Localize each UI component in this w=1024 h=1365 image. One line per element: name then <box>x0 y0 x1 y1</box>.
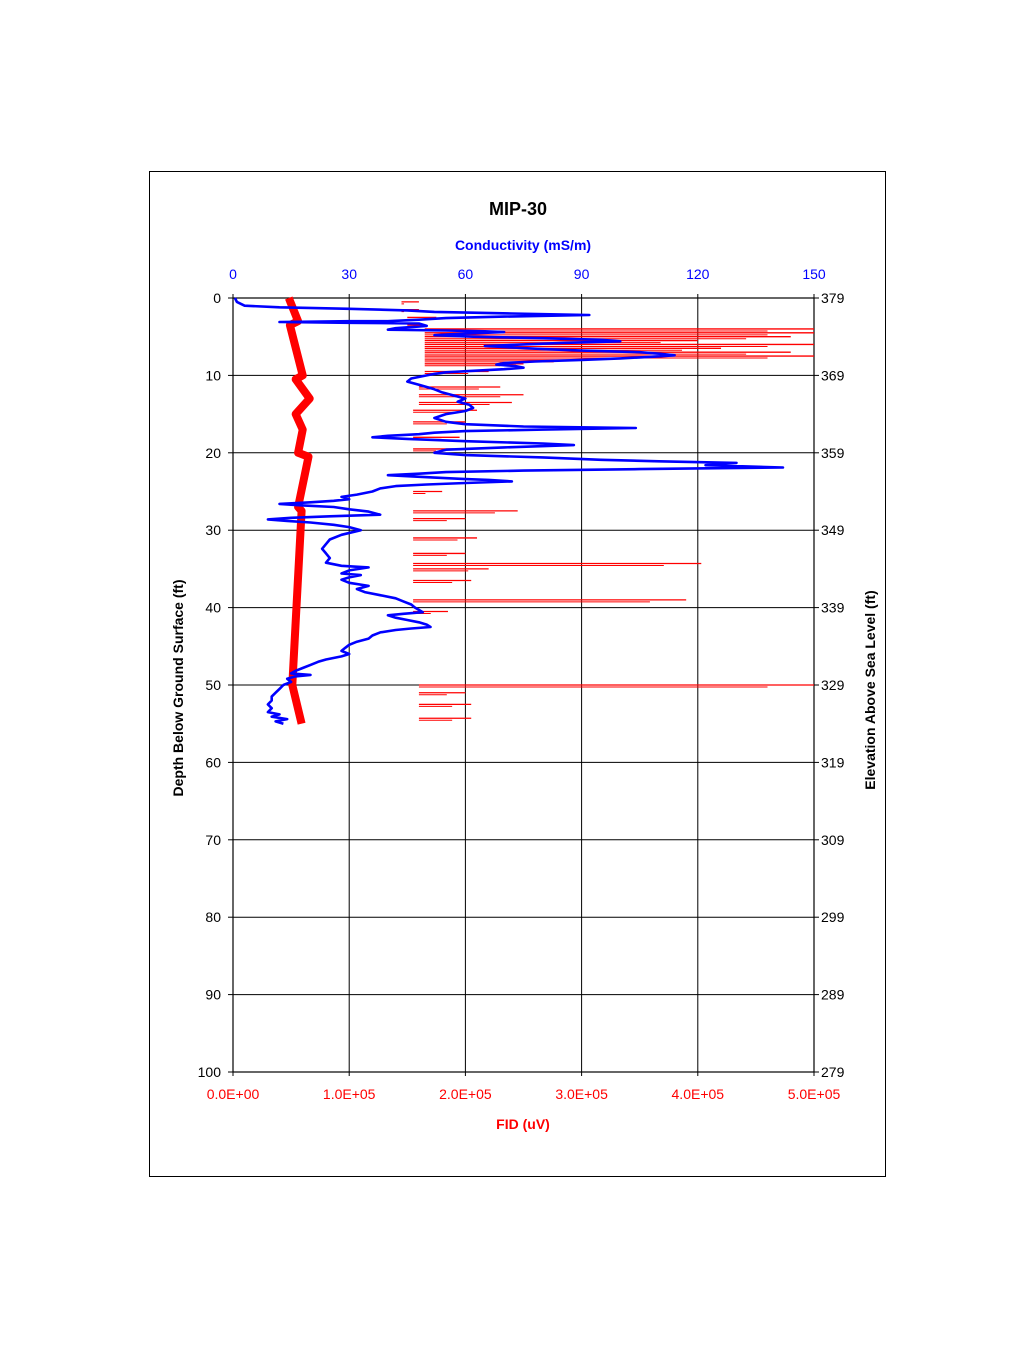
top-tick-label: 30 <box>341 266 357 282</box>
bottom-tick-label: 3.0E+05 <box>555 1086 608 1102</box>
right-tick-label: 379 <box>821 290 845 306</box>
bottom-tick-label: 2.0E+05 <box>439 1086 492 1102</box>
left-tick-label: 10 <box>205 367 221 383</box>
left-tick-label: 40 <box>205 600 221 616</box>
right-axis-title: Elevation Above Sea Level (ft) <box>862 590 878 789</box>
bottom-tick-label: 4.0E+05 <box>672 1086 725 1102</box>
top-axis-title: Conductivity (mS/m) <box>455 237 591 253</box>
left-tick-label: 20 <box>205 445 221 461</box>
bottom-tick-label: 0.0E+00 <box>207 1086 260 1102</box>
fid-series-baseline <box>285 296 314 725</box>
top-tick-label: 120 <box>686 266 710 282</box>
chart-frame <box>149 171 886 1177</box>
chart-title: MIP-30 <box>489 199 547 219</box>
left-axis-title: Depth Below Ground Surface (ft) <box>170 580 186 797</box>
left-tick-label: 0 <box>213 290 221 306</box>
bottom-tick-label: 5.0E+05 <box>788 1086 841 1102</box>
left-tick-label: 80 <box>205 909 221 925</box>
right-tick-label: 299 <box>821 909 845 925</box>
right-tick-label: 369 <box>821 367 845 383</box>
top-tick-label: 150 <box>802 266 826 282</box>
right-tick-label: 339 <box>821 600 845 616</box>
left-tick-label: 70 <box>205 832 221 848</box>
right-tick-label: 329 <box>821 677 845 693</box>
left-tick-label: 60 <box>205 754 221 770</box>
right-tick-label: 319 <box>821 754 845 770</box>
left-tick-label: 30 <box>205 522 221 538</box>
right-tick-label: 359 <box>821 445 845 461</box>
left-tick-label: 90 <box>205 987 221 1003</box>
bottom-axis-title: FID (uV) <box>496 1116 550 1132</box>
top-tick-label: 60 <box>458 266 474 282</box>
conductivity-series-line <box>233 297 785 725</box>
right-tick-label: 309 <box>821 832 845 848</box>
plot-area: 0 379 10 369 20 359 30 349 40 339 50 329 60 319 70 309 8… <box>198 266 845 1102</box>
bottom-tick-label: 1.0E+05 <box>323 1086 376 1102</box>
left-tick-label: 100 <box>198 1064 222 1080</box>
right-tick-label: 279 <box>821 1064 845 1080</box>
top-tick-label: 0 <box>229 266 237 282</box>
right-tick-label: 289 <box>821 987 845 1003</box>
left-tick-label: 50 <box>205 677 221 693</box>
right-tick-label: 349 <box>821 522 845 538</box>
top-tick-label: 90 <box>574 266 590 282</box>
